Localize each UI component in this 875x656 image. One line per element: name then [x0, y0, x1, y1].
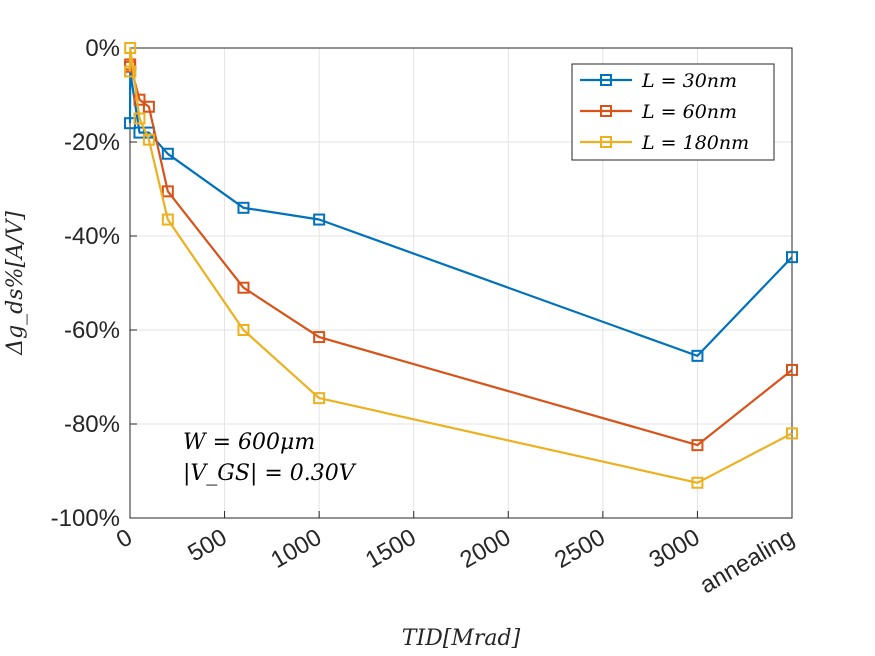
- y-tick-label: -100%: [51, 505, 120, 532]
- legend-marker: [600, 105, 612, 117]
- y-axis-label: Δg_ds%[A/V]: [3, 211, 28, 356]
- legend-marker: [600, 136, 612, 148]
- data-point: [237, 281, 250, 294]
- data-point: [313, 213, 326, 226]
- legend-label: L = 60nm: [641, 101, 737, 123]
- annotation: W = 600μm |V_GS| = 0.30V: [183, 430, 357, 486]
- data-point: [237, 324, 250, 336]
- data-point: [133, 112, 146, 125]
- data-point: [161, 185, 174, 198]
- x-axis-label: TID[Mrad]: [402, 626, 521, 651]
- data-point: [161, 213, 174, 226]
- data-point: [142, 100, 155, 113]
- data-point: [142, 133, 155, 146]
- x-tick-label: 2000: [456, 524, 516, 574]
- data-point: [124, 65, 136, 78]
- data-point: [786, 427, 798, 440]
- data-point: [237, 201, 250, 214]
- data-point: [691, 349, 704, 362]
- legend-label: L = 30nm: [641, 70, 737, 92]
- x-tick-label: 1500: [361, 524, 421, 574]
- x-tick-label: 3000: [645, 524, 705, 574]
- data-point: [133, 93, 146, 106]
- y-tick-label: -40%: [64, 223, 120, 250]
- x-tick-label: 1000: [266, 524, 326, 574]
- y-tick-label: 0%: [85, 35, 120, 62]
- legend: L = 30nm L = 60nm L = 180nm: [571, 63, 775, 161]
- y-tick-label: -20%: [64, 129, 120, 156]
- annotation-width: W = 600μm: [183, 430, 315, 455]
- series-line: [128, 46, 793, 484]
- legend-label: L = 180nm: [641, 132, 749, 154]
- data-point: [313, 392, 326, 405]
- annotation-vgs: |V_GS| = 0.30V: [183, 461, 357, 486]
- data-point: [313, 331, 326, 344]
- x-tick-label: 500: [183, 524, 231, 567]
- x-tick-label: 2500: [550, 524, 610, 574]
- data-point: [786, 363, 798, 376]
- series-3: [124, 42, 798, 489]
- data-point: [691, 439, 704, 452]
- data-point: [124, 42, 137, 54]
- data-point: [786, 251, 798, 264]
- legend-marker: [600, 74, 612, 86]
- y-tick-label: -80%: [64, 411, 120, 438]
- y-tick-label: -60%: [64, 317, 120, 344]
- series-group: [124, 42, 798, 489]
- x-tick-label: annealing: [695, 524, 799, 599]
- data-point: [691, 476, 704, 489]
- series-line: [128, 70, 793, 357]
- plot-frame: [129, 47, 793, 519]
- data-point: [161, 147, 174, 160]
